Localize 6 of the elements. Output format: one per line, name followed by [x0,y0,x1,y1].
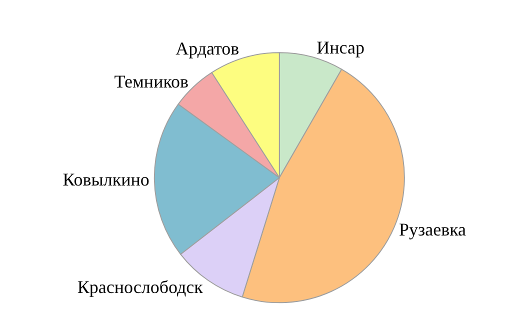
slice-label: Инсар [316,38,364,58]
slice-label: Рузаевка [398,219,466,240]
slice-label: Темников [114,72,189,92]
slice-label: Ковылкино [62,170,150,190]
slice-label: Ардатов [176,38,240,59]
slice-label: Краснослободск [77,277,204,298]
